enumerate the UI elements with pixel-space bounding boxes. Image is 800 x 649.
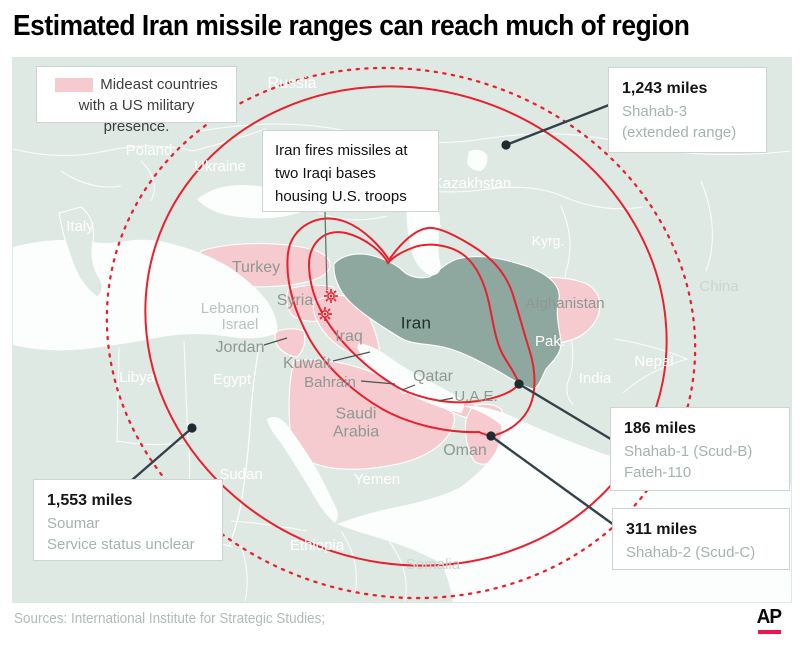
- range-note: (extended range): [622, 124, 737, 141]
- range-311-contour: [286, 217, 536, 438]
- missile-strike-icons: [318, 289, 338, 321]
- ap-logo-bar: [757, 630, 781, 634]
- range-box-311: 311 miles Shahab-2 (Scud-C): [612, 508, 790, 570]
- nile-river: [228, 346, 260, 547]
- leader-lines: [131, 103, 615, 526]
- range-missile: Shahab-3: [622, 103, 688, 120]
- range-miles: 1,243 miles: [622, 80, 708, 97]
- strike-icon: [324, 289, 338, 303]
- page-title: Estimated Iran missile ranges can reach …: [13, 10, 690, 42]
- range-186-contour: [307, 231, 521, 404]
- range-box-1553: 1,553 miles Soumar Service status unclea…: [33, 479, 223, 561]
- italy-peninsula: [58, 206, 103, 298]
- range-1553-ellipse: [105, 66, 697, 600]
- sources-credit: Sources: International Institute for Str…: [14, 611, 326, 627]
- ap-logo: AP: [752, 606, 786, 634]
- range-missile: Shahab-1 (Scud-B): [624, 443, 753, 460]
- range-miles: 311 miles: [626, 521, 698, 538]
- range-note: Service status unclear: [47, 536, 195, 553]
- legend-box: Mideast countries with a US military pre…: [36, 66, 237, 135]
- range-miles: 1,553 miles: [47, 492, 133, 509]
- range-box-186: 186 miles Shahab-1 (Scud-B) Fateh-110: [610, 407, 790, 491]
- us-presence-swatch: [55, 77, 94, 92]
- legend-line2: with a US military presence.: [78, 97, 195, 135]
- callout-pointer-line: [324, 211, 328, 291]
- legend-line1: Mideast countries: [100, 76, 218, 93]
- small-leader-lines: [263, 337, 454, 402]
- ap-logo-text: AP: [756, 606, 782, 628]
- range-box-1243: 1,243 miles Shahab-3 (extended range): [608, 67, 767, 153]
- range-note: Fateh-110: [624, 464, 692, 481]
- range-miles: 186 miles: [624, 420, 697, 437]
- strike-callout-box: Iran fires missiles at two Iraqi bases h…: [262, 130, 439, 212]
- range-missile: Shahab-2 (Scud-C): [626, 544, 756, 561]
- range-missile: Soumar: [47, 515, 100, 532]
- strike-icon: [318, 307, 332, 321]
